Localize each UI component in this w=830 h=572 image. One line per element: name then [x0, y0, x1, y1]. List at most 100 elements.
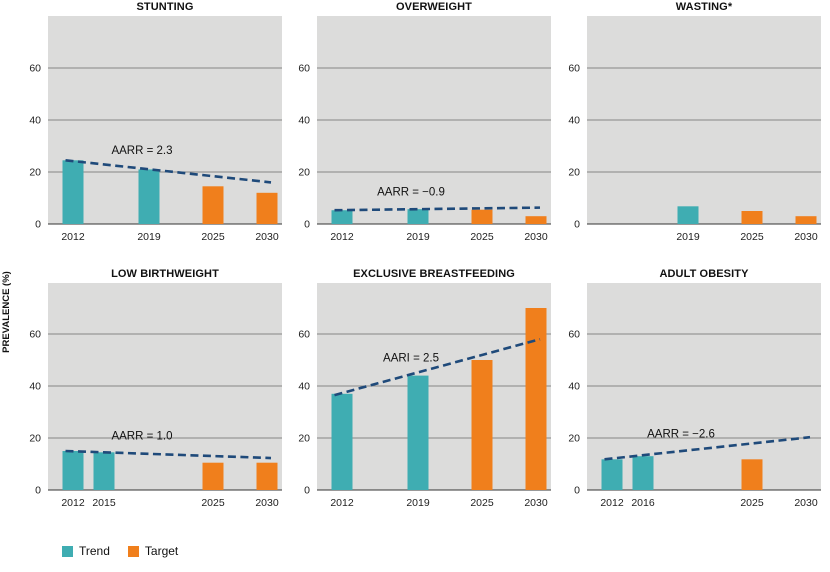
trend-line	[334, 206, 541, 212]
y-tick-label: 0	[574, 485, 580, 497]
y-tick-label: 60	[298, 63, 310, 75]
y-tick-label: 60	[298, 329, 310, 341]
panel-background	[317, 283, 551, 490]
x-tick-label: 2030	[524, 231, 548, 243]
panel-title: LOW BIRTHWEIGHT	[111, 268, 219, 280]
x-tick-label: 2012	[330, 231, 354, 243]
trend-annotation: AARR = −2.6	[647, 429, 715, 441]
trend-line	[334, 337, 541, 397]
x-tick-label: 2019	[137, 231, 161, 243]
panel-title: EXCLUSIVE BREASTFEEDING	[353, 268, 515, 280]
x-tick-label: 2030	[794, 231, 818, 243]
bar-2012	[601, 459, 623, 490]
x-tick-label: 2016	[631, 497, 655, 509]
panel-background	[48, 283, 282, 490]
trend-annotation: AARR = 2.3	[111, 145, 172, 157]
chart-panel-3: 0 20 40 60 WASTING* 2019 2025 2030	[568, 1, 821, 243]
x-tick-label: 2025	[470, 231, 494, 243]
panel-title: ADULT OBESITY	[659, 268, 749, 280]
y-axis-label: PREVALENCE (%)	[1, 271, 12, 353]
legend-label-trend: Trend	[79, 544, 110, 558]
bar-2012	[331, 393, 353, 490]
y-tick-label: 20	[568, 433, 580, 445]
x-tick-label: 2012	[330, 497, 354, 509]
y-tick-label: 20	[568, 167, 580, 179]
x-tick-label: 2025	[740, 497, 764, 509]
x-tick-label: 2012	[61, 231, 85, 243]
bar-2025	[471, 209, 493, 224]
bar-2019	[407, 209, 429, 224]
legend-swatch-trend	[62, 545, 73, 557]
panel-title: WASTING*	[676, 1, 733, 13]
chart-panel-6: 0 20 40 60 ADULT OBESITY 2012 2016 2025 2030 AARR…	[568, 268, 821, 509]
x-tick-label: 2019	[406, 497, 430, 509]
x-tick-label: 2025	[740, 231, 764, 243]
y-tick-label: 60	[568, 63, 580, 75]
x-tick-label: 2019	[676, 231, 700, 243]
trend-annotation: AARR = 1.0	[111, 430, 172, 442]
trend-annotation: AARR = −0.9	[377, 186, 445, 198]
bar-2025	[202, 462, 224, 490]
x-tick-label: 2030	[255, 231, 279, 243]
y-tick-label: 20	[29, 167, 41, 179]
bar-2012	[62, 451, 84, 490]
x-tick-label: 2019	[406, 231, 430, 243]
panel-title: OVERWEIGHT	[396, 1, 472, 13]
bar-2030	[256, 462, 278, 490]
y-tick-label: 20	[29, 433, 41, 445]
y-tick-label: 0	[304, 485, 310, 497]
y-tick-label: 40	[29, 115, 41, 127]
y-tick-label: 0	[304, 219, 310, 231]
y-tick-label: 40	[298, 115, 310, 127]
x-tick-label: 2025	[201, 231, 225, 243]
chart-panel-5: 0 20 40 60 EXCLUSIVE BREASTFEEDING 2012 2019 20…	[298, 268, 551, 509]
chart-panel-4: 0 20 40 60 LOW BIRTHWEIGHT 2012 2015 2025 2030 AA…	[29, 268, 282, 509]
trend-line	[65, 159, 272, 184]
bar-2012	[331, 210, 353, 224]
y-tick-label: 0	[574, 219, 580, 231]
bar-2012	[62, 160, 84, 224]
y-tick-label: 40	[568, 381, 580, 393]
legend-item-target: Target	[127, 544, 179, 558]
bar-2030	[795, 216, 817, 224]
x-tick-label: 2012	[61, 497, 85, 509]
bar-2025	[741, 459, 763, 490]
y-tick-label: 60	[29, 329, 41, 341]
x-tick-label: 2030	[255, 497, 279, 509]
bar-2025	[741, 211, 763, 224]
y-tick-label: 40	[568, 115, 580, 127]
legend-item-trend: Trend	[62, 544, 110, 558]
panel-title: STUNTING	[136, 1, 193, 13]
bar-2016	[632, 456, 654, 490]
x-tick-label: 2012	[600, 497, 624, 509]
x-tick-label: 2030	[794, 497, 818, 509]
bar-2019	[677, 206, 699, 224]
bar-2025	[202, 186, 224, 224]
legend-swatch-target	[127, 545, 139, 557]
y-tick-label: 60	[568, 329, 580, 341]
bar-2030	[256, 192, 278, 224]
legend-label-target: Target	[144, 544, 179, 558]
chart-panel-1: 0 20 40 60 STUNTING 2012 2019 2025 2030 AARR = 2.…	[29, 1, 282, 243]
y-tick-label: 40	[29, 381, 41, 393]
y-tick-label: 40	[298, 381, 310, 393]
x-tick-label: 2030	[524, 497, 548, 509]
y-tick-label: 20	[298, 167, 310, 179]
y-tick-label: 0	[35, 485, 41, 497]
x-tick-label: 2015	[92, 497, 116, 509]
y-tick-label: 60	[29, 63, 41, 75]
bar-2030	[525, 308, 547, 490]
trend-annotation: AARI = 2.5	[383, 353, 439, 365]
bar-2019	[138, 169, 160, 224]
y-tick-label: 20	[298, 433, 310, 445]
trend-line	[604, 435, 811, 461]
panel-background	[587, 283, 821, 490]
trend-line	[65, 449, 272, 460]
x-tick-label: 2025	[470, 497, 494, 509]
x-tick-label: 2025	[201, 497, 225, 509]
legend: Trend Target	[62, 544, 178, 558]
bar-2015	[93, 452, 115, 490]
y-tick-label: 0	[35, 219, 41, 231]
chart-panel-2: 0 20 40 60 OVERWEIGHT 2012 2019 2025 2030 AARR = …	[298, 1, 551, 243]
